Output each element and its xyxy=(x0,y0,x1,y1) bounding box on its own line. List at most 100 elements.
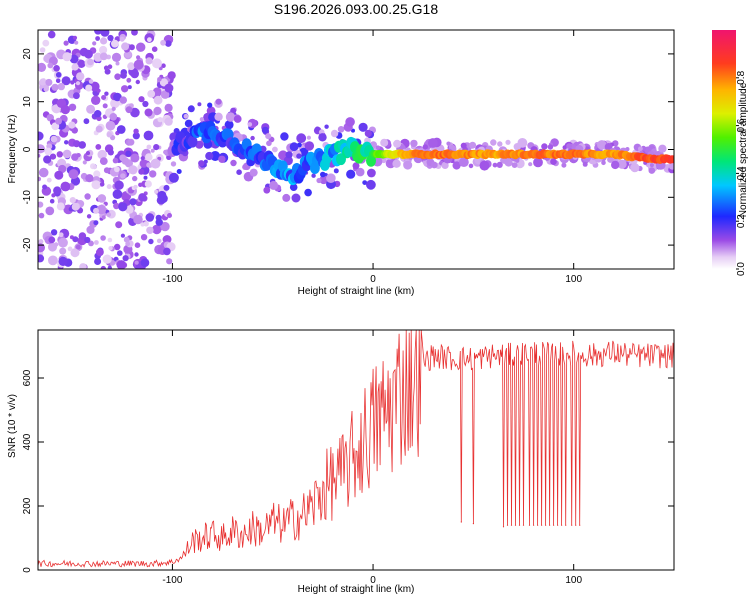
spectrogram-noise-cell xyxy=(72,236,79,243)
spectrogram-lobe-cell xyxy=(210,151,221,161)
x-tick-label: 100 xyxy=(565,575,582,586)
spectrogram-noise-cell xyxy=(167,71,176,80)
spectrogram-lobe-cell xyxy=(285,151,293,159)
spectrogram-noise-cell xyxy=(127,85,132,90)
spectrogram-noise-cell xyxy=(75,81,81,86)
snr-dropout-point xyxy=(545,524,547,526)
spectrogram-noise-cell xyxy=(150,148,155,153)
spectrogram-noise-cell xyxy=(116,125,126,134)
spectrogram-noise-cell xyxy=(93,170,101,178)
y-tick-label: -10 xyxy=(22,190,33,205)
spectrogram-noise-cell xyxy=(115,61,120,66)
spectrogram-noise-cell xyxy=(78,141,86,149)
x-tick-label: -100 xyxy=(162,575,182,586)
spectrogram-noise-cell xyxy=(45,78,53,86)
spectrogram-noise-cell xyxy=(94,30,102,35)
snr-dropout-point xyxy=(460,521,462,523)
spectrogram-noise-cell xyxy=(128,44,135,51)
spectrogram-noise-cell xyxy=(68,169,79,180)
spectrogram-noise-cell xyxy=(47,30,56,39)
snr-dropout-point xyxy=(579,524,581,526)
spectrogram-lobe-cell xyxy=(311,173,316,178)
spectrogram-noise-cell xyxy=(164,117,173,126)
spectrogram-lobe-cell xyxy=(496,161,503,168)
colorbar-label: Normalized spectral amplitude xyxy=(738,82,749,217)
spectrogram-noise-cell xyxy=(144,108,153,117)
spectrogram-noise-cell xyxy=(147,90,156,98)
spectrogram-noise-cell xyxy=(159,78,168,87)
spectrogram-noise-cell xyxy=(164,103,173,112)
spectrogram-lobe-cell xyxy=(517,138,528,148)
spectrogram-lobe-cell xyxy=(289,142,299,152)
spectrogram-noise-cell xyxy=(96,204,107,215)
spectrogram-noise-cell xyxy=(87,58,94,66)
spectrogram-noise-cell xyxy=(89,81,100,92)
spectrogram-lobe-cell xyxy=(168,172,179,183)
spectrogram-noise-cell xyxy=(157,117,163,123)
spectrogram-noise-cell xyxy=(119,36,125,42)
spectrogram-noise-cell xyxy=(70,80,75,85)
spectrogram-noise-cell xyxy=(43,86,49,92)
spectrogram-lobe-cell xyxy=(601,160,606,166)
spectrogram-noise-cell xyxy=(143,221,149,227)
spectrogram-lobe-cell xyxy=(330,129,339,138)
snr-plot-area xyxy=(38,330,674,570)
spectrogram-noise-cell xyxy=(91,180,101,190)
spectrogram-noise-cell xyxy=(111,52,122,63)
spectrogram-lobe-cell xyxy=(364,129,372,137)
spectrogram-lobe-cell xyxy=(203,159,208,164)
spectrogram-lobe-cell xyxy=(630,163,640,173)
spectrogram-noise-cell xyxy=(130,107,140,118)
spectrogram-lobe-cell xyxy=(541,143,548,150)
spectrogram-noise-cell xyxy=(132,175,138,182)
spectrogram-lobe-cell xyxy=(320,171,326,178)
spectrogram-heatmap xyxy=(38,30,674,269)
spectrogram-lobe-cell xyxy=(422,144,428,150)
spectrogram-noise-cell xyxy=(125,241,131,247)
y-tick-label: 0 xyxy=(22,146,33,152)
snr-dropout-point xyxy=(472,523,474,525)
spectrogram-noise-cell xyxy=(56,151,63,158)
spectrogram-lobe-cell xyxy=(266,140,272,147)
spectrogram-lobe-cell xyxy=(183,113,189,119)
spectrogram-noise-cell xyxy=(55,78,61,84)
spectrogram-noise-cell xyxy=(116,260,127,269)
spectrogram-lobe-cell xyxy=(430,161,438,169)
spectrogram-lobe-cell xyxy=(392,159,401,168)
spectrogram-lobe-cell xyxy=(247,122,253,127)
spectrogram-lobe-cell xyxy=(566,143,572,149)
spectrogram-noise-cell xyxy=(133,184,138,189)
spectrogram-noise-cell xyxy=(140,234,148,241)
colorbar-tick-label: 0.4 xyxy=(736,166,747,180)
spectrogram-lobe-cell xyxy=(184,119,193,128)
spectrogram-lobe-cell xyxy=(224,120,234,130)
spectrogram-noise-cell xyxy=(99,52,108,61)
spectrogram-noise-cell xyxy=(160,39,167,46)
spectrogram-lobe-cell xyxy=(428,138,438,148)
spectrogram-noise-cell xyxy=(121,42,130,51)
spectrogram-noise-cell xyxy=(68,103,77,112)
spectrogram-noise-cell xyxy=(155,218,163,226)
spectrogram-noise-cell xyxy=(152,58,162,69)
snr-dropout-point xyxy=(565,524,567,526)
spectrogram-noise-cell xyxy=(54,170,64,180)
spectrogram-noise-cell xyxy=(95,125,103,133)
spectrogram-lobe-cell xyxy=(479,160,490,171)
spectrogram-noise-cell xyxy=(47,62,54,69)
spectrogram-noise-cell xyxy=(85,174,94,183)
spectrogram-noise-cell xyxy=(49,153,57,160)
spectrogram-noise-cell xyxy=(102,254,112,264)
spectrogram-lobe-cell xyxy=(319,175,329,185)
spectrogram-noise-cell xyxy=(99,45,108,55)
spectrogram-lobe-cell xyxy=(225,112,236,122)
spectrogram-noise-cell xyxy=(113,92,122,102)
y-tick-label: 200 xyxy=(22,497,33,514)
spectrogram-lobe-cell xyxy=(617,159,627,169)
spectrogram-noise-cell xyxy=(122,255,129,262)
spectrogram-lobe-cell xyxy=(492,162,498,168)
spectrogram-noise-cell xyxy=(111,106,116,111)
spectrogram-noise-cell xyxy=(134,252,139,257)
spectrogram-noise-cell xyxy=(71,63,79,71)
spectrogram-lobe-cell xyxy=(250,135,255,141)
spectrogram-lobe-cell xyxy=(304,141,315,151)
